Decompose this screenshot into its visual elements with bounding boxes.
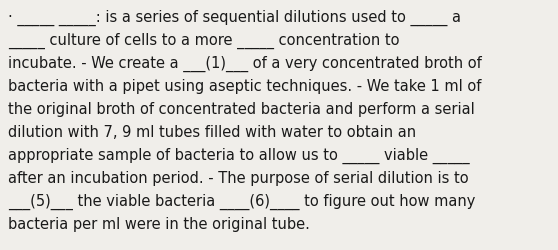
Text: dilution with 7, 9 ml tubes filled with water to obtain an: dilution with 7, 9 ml tubes filled with … xyxy=(8,124,416,140)
Text: · _____ _____: is a series of sequential dilutions used to _____ a: · _____ _____: is a series of sequential… xyxy=(8,10,461,26)
Text: appropriate sample of bacteria to allow us to _____ viable _____: appropriate sample of bacteria to allow … xyxy=(8,148,470,164)
Text: bacteria with a pipet using aseptic techniques. - We take 1 ml of: bacteria with a pipet using aseptic tech… xyxy=(8,79,482,94)
Text: bacteria per ml were in the original tube.: bacteria per ml were in the original tub… xyxy=(8,216,310,231)
Text: _____ culture of cells to a more _____ concentration to: _____ culture of cells to a more _____ c… xyxy=(8,33,400,49)
Text: incubate. - We create a ___(1)___ of a very concentrated broth of: incubate. - We create a ___(1)___ of a v… xyxy=(8,56,482,72)
Text: ___(5)___ the viable bacteria ____(6)____ to figure out how many: ___(5)___ the viable bacteria ____(6)___… xyxy=(8,193,475,209)
Text: after an incubation period. - The purpose of serial dilution is to: after an incubation period. - The purpos… xyxy=(8,170,469,185)
Text: the original broth of concentrated bacteria and perform a serial: the original broth of concentrated bacte… xyxy=(8,102,475,116)
